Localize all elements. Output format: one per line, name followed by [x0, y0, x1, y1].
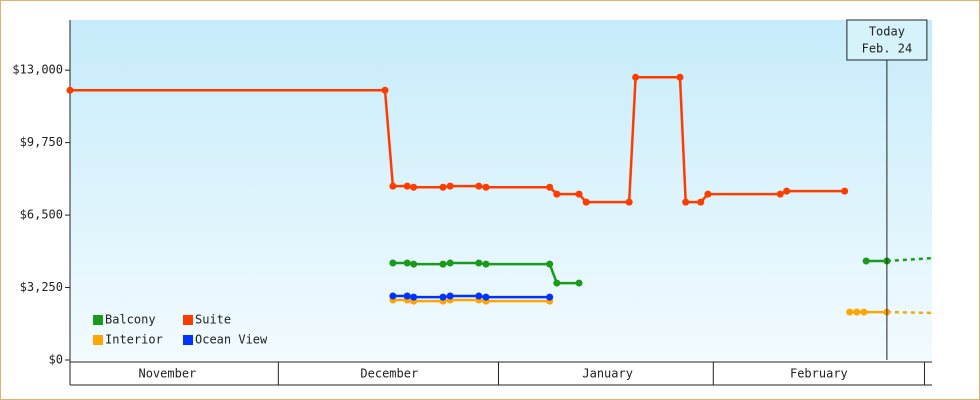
data-point — [482, 183, 490, 191]
data-point — [841, 187, 849, 195]
data-point — [860, 308, 868, 316]
data-point — [575, 190, 583, 198]
legend-label: Balcony — [105, 313, 156, 327]
x-tick-label: January — [582, 367, 633, 381]
y-tick-label: $6,500 — [20, 208, 63, 222]
data-point — [439, 183, 447, 191]
x-tick-label: November — [138, 367, 196, 381]
data-point — [776, 190, 784, 198]
data-point — [475, 182, 483, 190]
data-point — [410, 260, 418, 268]
data-point — [475, 292, 483, 300]
legend-swatch — [183, 335, 193, 345]
data-point — [439, 260, 447, 268]
data-point — [625, 198, 633, 206]
data-point — [783, 187, 791, 195]
data-point — [446, 182, 454, 190]
data-point — [632, 73, 640, 81]
data-point — [582, 198, 590, 206]
y-tick-label: $3,250 — [20, 280, 63, 294]
data-point — [410, 293, 418, 301]
data-point — [553, 190, 561, 198]
data-point — [697, 198, 705, 206]
data-point — [546, 293, 554, 301]
data-point — [381, 86, 389, 94]
data-point — [853, 308, 861, 316]
legend-label: Suite — [195, 313, 231, 327]
data-point — [475, 259, 483, 267]
data-point — [410, 183, 418, 191]
data-point — [66, 86, 74, 94]
y-tick-label: $9,750 — [20, 135, 63, 149]
today-date: Feb. 24 — [862, 42, 913, 56]
data-point — [546, 260, 554, 268]
data-point — [682, 198, 690, 206]
today-box — [846, 19, 928, 61]
data-point — [446, 259, 454, 267]
y-tick-label: $0 — [49, 353, 63, 367]
data-point — [482, 260, 490, 268]
x-tick-label: February — [790, 367, 848, 381]
data-point — [553, 279, 561, 287]
x-tick-label: December — [360, 367, 418, 381]
data-point — [389, 292, 397, 300]
legend-swatch — [183, 315, 193, 325]
today-label: Today — [869, 25, 905, 39]
data-point — [403, 182, 411, 190]
data-point — [403, 292, 411, 300]
data-point — [403, 259, 411, 267]
data-point — [676, 73, 684, 81]
y-tick-label: $13,000 — [12, 63, 63, 77]
data-point — [446, 292, 454, 300]
legend-swatch — [93, 335, 103, 345]
data-point — [389, 259, 397, 267]
legend-label: Ocean View — [195, 333, 268, 347]
legend-label: Interior — [105, 333, 163, 347]
data-point — [862, 257, 870, 265]
legend-swatch — [93, 315, 103, 325]
data-point — [546, 183, 554, 191]
data-point — [389, 182, 397, 190]
data-point — [439, 293, 447, 301]
data-point — [704, 190, 712, 198]
data-point — [482, 293, 490, 301]
data-point — [846, 308, 854, 316]
data-point — [575, 279, 583, 287]
